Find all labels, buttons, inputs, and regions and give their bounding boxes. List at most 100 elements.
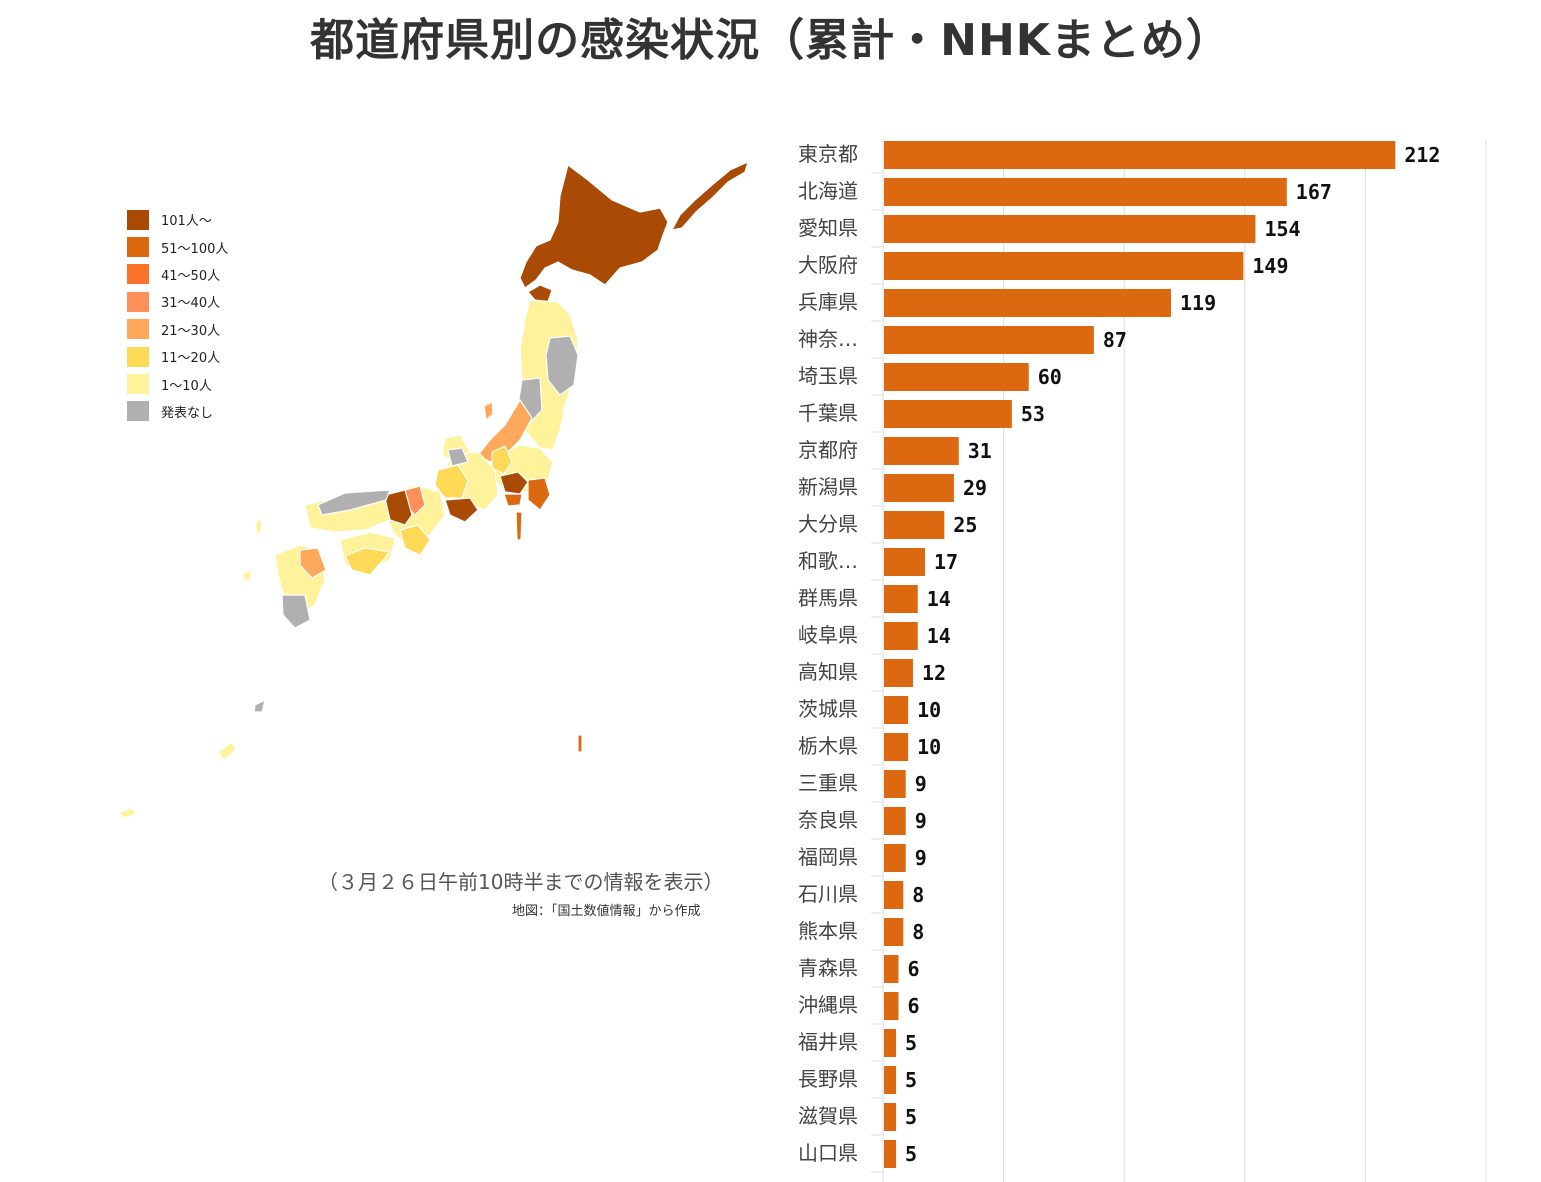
category-label: 群馬県	[798, 586, 858, 610]
map-source-credit: 地図：「国土数値情報」から作成	[512, 904, 701, 919]
japan-map	[119, 161, 749, 819]
data-label: 149	[1252, 254, 1288, 278]
data-label: 8	[912, 883, 924, 907]
bar	[884, 585, 918, 613]
legend-item: 41〜50人	[127, 261, 228, 288]
kyushu-unreported	[281, 594, 311, 629]
sado-island	[483, 401, 494, 421]
data-label: 8	[912, 920, 924, 944]
data-label: 12	[922, 661, 946, 685]
category-label: 三重県	[798, 771, 858, 795]
legend-swatch	[127, 401, 149, 422]
category-label: 長野県	[798, 1067, 858, 1091]
category-label: 福井県	[798, 1030, 858, 1054]
bar	[884, 474, 954, 502]
kanagawa-region	[503, 493, 523, 507]
category-label: 福岡県	[798, 845, 858, 869]
legend-swatch	[127, 346, 149, 367]
amami-islands	[253, 699, 266, 713]
bar	[884, 289, 1172, 317]
category-label: 埼玉県	[798, 364, 858, 388]
legend-swatch	[127, 374, 149, 395]
data-label: 87	[1103, 328, 1127, 352]
hokkaido-region	[519, 164, 669, 289]
bar	[884, 807, 906, 835]
category-label: 滋賀県	[798, 1104, 858, 1128]
data-label: 5	[905, 1142, 917, 1166]
niigata-region	[477, 399, 533, 463]
data-label: 5	[905, 1031, 917, 1055]
category-label: 高知県	[798, 660, 858, 684]
data-label: 9	[915, 809, 927, 833]
bar	[884, 733, 909, 761]
bar	[884, 955, 899, 983]
data-label: 167	[1296, 180, 1332, 204]
legend-swatch	[127, 291, 149, 312]
category-label: 愛知県	[798, 216, 858, 240]
ogasawara-islands	[577, 734, 583, 753]
bar	[884, 548, 926, 576]
data-label: 53	[1021, 402, 1045, 426]
data-label: 6	[907, 994, 919, 1018]
bar	[884, 1103, 897, 1131]
tokyo-area	[499, 471, 529, 495]
legend-swatch	[127, 209, 149, 230]
bar	[884, 659, 913, 687]
bar	[884, 1029, 897, 1057]
legend-item: 21〜30人	[127, 316, 228, 343]
bar	[884, 178, 1287, 206]
bar	[884, 400, 1012, 428]
data-label: 25	[953, 513, 977, 537]
data-label: 14	[927, 587, 951, 611]
legend-label: 発表なし	[161, 405, 214, 421]
ishikawa-unreported	[447, 447, 469, 467]
aichi-region	[444, 497, 479, 523]
data-label: 212	[1404, 143, 1440, 167]
category-label: 新潟県	[798, 475, 858, 499]
data-label: 6	[907, 957, 919, 981]
legend-label: 21〜30人	[161, 323, 221, 339]
category-label: 兵庫県	[798, 290, 858, 314]
legend-label: 41〜50人	[161, 268, 221, 284]
category-label: 茨城県	[798, 697, 858, 721]
category-label: 東京都	[798, 142, 858, 166]
category-label: 千葉県	[798, 401, 858, 425]
data-label: 10	[917, 735, 941, 759]
chugoku-unreported	[317, 489, 391, 516]
bar	[884, 844, 906, 872]
legend-swatch	[127, 237, 149, 258]
legend-label: 51〜100人	[161, 241, 229, 257]
legend-item: 101人〜	[127, 206, 228, 233]
legend-swatch	[127, 319, 149, 340]
data-label: 9	[915, 772, 927, 796]
bar	[884, 1140, 897, 1168]
legend-swatch	[127, 264, 149, 285]
bar	[884, 770, 906, 798]
category-label: 熊本県	[798, 919, 858, 943]
data-label: 5	[905, 1105, 917, 1129]
category-label: 沖縄県	[798, 993, 858, 1017]
bar	[884, 215, 1256, 243]
bar	[884, 918, 904, 946]
data-label: 10	[917, 698, 941, 722]
category-label: 岐阜県	[798, 623, 858, 647]
category-label: 大阪府	[798, 253, 858, 277]
category-label: 京都府	[798, 438, 858, 462]
bar	[884, 141, 1396, 169]
category-label: 青森県	[798, 956, 858, 980]
category-label: 石川県	[798, 882, 858, 906]
legend-label: 11〜20人	[161, 351, 221, 367]
category-label: 栃木県	[798, 734, 858, 758]
bar	[884, 696, 909, 724]
tsushima-island	[255, 517, 263, 535]
bar	[884, 992, 899, 1020]
bar	[884, 622, 918, 650]
data-label: 31	[968, 439, 992, 463]
category-label: 神奈…	[798, 327, 858, 351]
map-date-note: （３月２６日午前10時半までの情報を表示）	[318, 870, 724, 894]
goto-islands	[242, 569, 253, 581]
legend-item: 31〜40人	[127, 288, 228, 315]
data-label: 14	[927, 624, 951, 648]
kochi-region	[344, 547, 391, 576]
